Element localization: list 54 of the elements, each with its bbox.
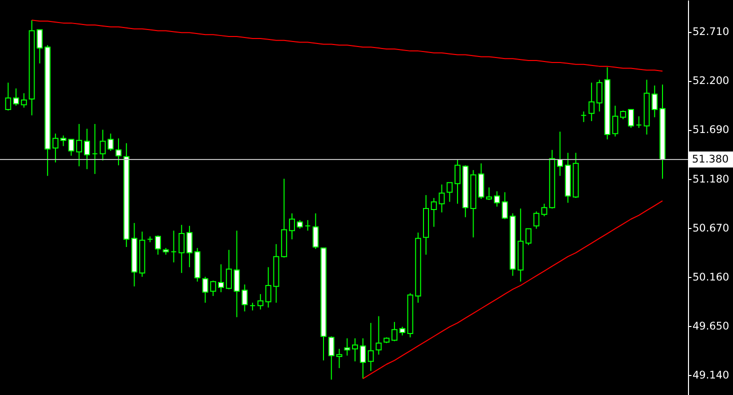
candlestick bbox=[202, 276, 208, 304]
candlestick bbox=[178, 224, 185, 274]
candlestick bbox=[368, 322, 374, 372]
candlestick bbox=[636, 116, 642, 128]
candlestick bbox=[486, 186, 492, 200]
candlestick bbox=[596, 79, 602, 112]
candlestick bbox=[391, 321, 398, 342]
candlestick bbox=[580, 110, 587, 123]
candlestick bbox=[20, 92, 27, 108]
candlestick bbox=[430, 197, 437, 228]
y-tick-label: 51.180 bbox=[692, 173, 730, 186]
candlestick bbox=[588, 82, 595, 122]
candlestick bbox=[336, 348, 342, 369]
y-tick-label: 50.670 bbox=[692, 222, 730, 234]
candlestick bbox=[628, 109, 634, 128]
candlestick bbox=[454, 159, 461, 204]
candlestick bbox=[250, 302, 256, 311]
y-tick-label: 49.650 bbox=[692, 320, 730, 332]
candlestick bbox=[84, 128, 90, 170]
candlestick bbox=[92, 123, 98, 174]
y-tick-label: 49.140 bbox=[692, 369, 730, 382]
candlestick bbox=[226, 249, 232, 290]
y-tick-label: 52.710 bbox=[692, 26, 730, 38]
candlestick bbox=[304, 220, 311, 232]
candlestick bbox=[525, 228, 532, 246]
ref-line-label: 51.380 bbox=[692, 154, 729, 166]
candlestick bbox=[446, 182, 453, 202]
y-tick-label: 52.200 bbox=[692, 75, 730, 88]
y-tick-label: 50.160 bbox=[692, 271, 730, 284]
candlestick bbox=[360, 338, 366, 380]
candlestick bbox=[170, 230, 177, 263]
candlestick bbox=[438, 184, 445, 213]
candlestick bbox=[352, 338, 358, 362]
candlestick bbox=[210, 280, 216, 297]
y-tick-label: 51.690 bbox=[692, 124, 730, 136]
candlestick bbox=[328, 336, 334, 380]
candlestick bbox=[257, 294, 264, 310]
candlestick bbox=[312, 212, 319, 250]
line-series bbox=[31, 20, 663, 72]
candlestick bbox=[376, 316, 382, 356]
candlestick bbox=[652, 85, 658, 118]
candlestick bbox=[218, 264, 224, 293]
candlestick bbox=[344, 338, 350, 356]
candlestick bbox=[154, 234, 161, 256]
candlestick bbox=[186, 225, 192, 268]
candlestick bbox=[76, 123, 82, 167]
candlestick bbox=[494, 190, 500, 208]
line-series bbox=[362, 200, 663, 380]
candlestick bbox=[116, 138, 122, 166]
candlestick bbox=[5, 82, 12, 112]
candlestick bbox=[52, 133, 58, 163]
candlestick bbox=[288, 212, 295, 240]
candlestick bbox=[557, 131, 564, 176]
candlestick bbox=[13, 88, 20, 106]
